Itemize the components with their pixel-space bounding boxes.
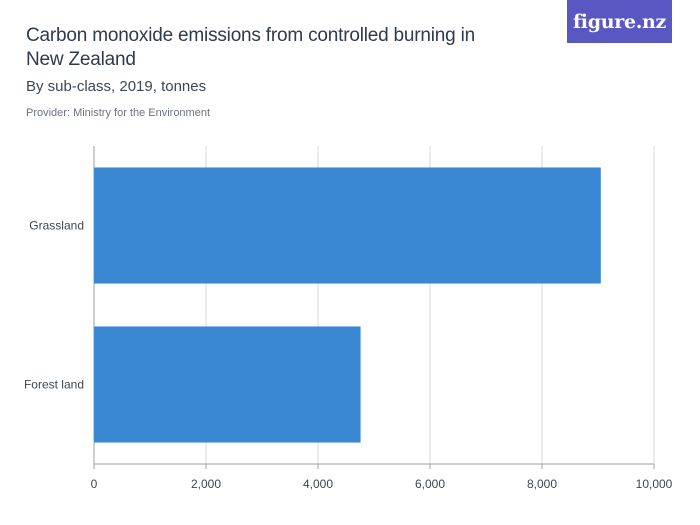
chart-title: Carbon monoxide emissions from controlle…: [26, 25, 475, 70]
chart-subtitle: By sub-class, 2019, tonnes: [26, 78, 207, 95]
category-labels: Grassland Forest land: [24, 219, 84, 392]
provider-note: Provider: Ministry for the Environment: [26, 107, 211, 119]
bar-forest-land[interactable]: [94, 326, 361, 443]
category-label: Forest land: [24, 378, 84, 392]
x-tick-label: 10,000: [636, 477, 673, 491]
bars: [94, 167, 601, 443]
x-tick-label: 6,000: [415, 477, 445, 491]
x-tick-label: 0: [91, 477, 98, 491]
bar-grassland[interactable]: [94, 167, 601, 284]
x-axis: 0 2,000 4,000 6,000 8,000 10,000: [91, 463, 673, 491]
category-label: Grassland: [29, 219, 84, 233]
x-tick-label: 8,000: [527, 477, 557, 491]
x-tick-label: 4,000: [303, 477, 333, 491]
figure-nz-logo[interactable]: figure.nz: [567, 0, 672, 43]
x-tick-label: 2,000: [191, 477, 221, 491]
